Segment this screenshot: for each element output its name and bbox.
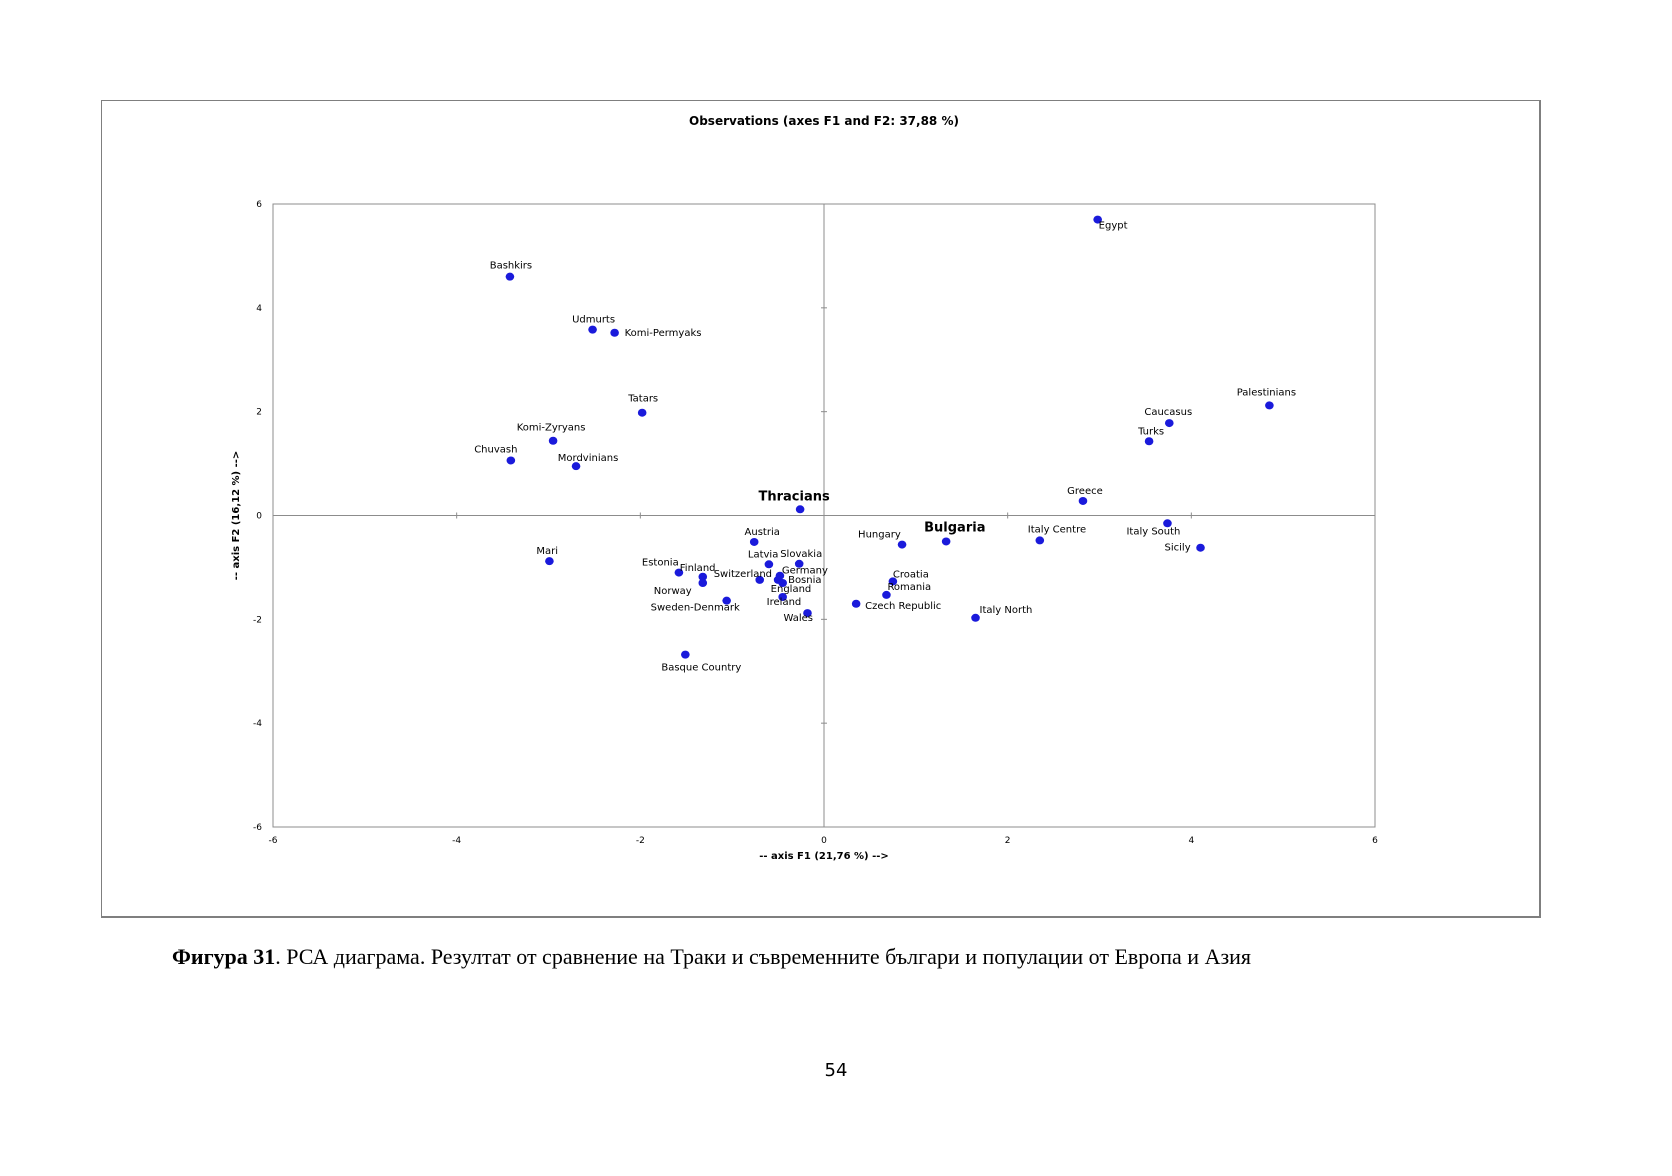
point-label-mordvinians: Mordvinians <box>558 453 619 464</box>
point-label-udmurts: Udmurts <box>572 315 615 326</box>
point-label-czech-republic: Czech Republic <box>865 601 941 612</box>
point-label-basque-country: Basque Country <box>661 663 741 674</box>
point-mari <box>545 557 554 566</box>
y-tick-label: 2 <box>256 408 262 418</box>
point-label-latvia: Latvia <box>748 549 778 560</box>
x-tick-label: 0 <box>821 836 827 846</box>
point-sicily <box>1196 543 1205 552</box>
point-palestinians <box>1265 401 1274 410</box>
pca-scatter-plot: Observations (axes F1 and F2: 37,88 %) -… <box>231 114 1378 862</box>
point-slovakia <box>794 559 804 568</box>
figure-caption-text: . РСА диаграма. Резултат от сравнение на… <box>275 944 1252 969</box>
page-number: 54 <box>824 1060 848 1081</box>
point-label-hungary: Hungary <box>858 530 901 541</box>
figure-caption-label: Фигура 31 <box>172 944 276 969</box>
point-label-wales: Wales <box>783 613 813 624</box>
x-tick-label: 2 <box>1005 836 1011 846</box>
point-bulgaria <box>941 537 951 546</box>
point-label-italy-centre: Italy Centre <box>1028 524 1086 535</box>
x-tick-label: -6 <box>269 836 278 846</box>
point-label-italy-north: Italy North <box>980 605 1033 616</box>
point-label-komi-zyryans: Komi-Zyryans <box>517 423 586 434</box>
point-label-bashkirs: Bashkirs <box>490 261 532 272</box>
point-croatia <box>888 577 898 586</box>
chart-title: Observations (axes F1 and F2: 37,88 %) <box>689 114 959 128</box>
point-label-finland: Finland <box>680 563 716 574</box>
point-label-bulgaria: Bulgaria <box>924 520 985 535</box>
point-label-sicily: Sicily <box>1165 543 1191 554</box>
point-egypt <box>1093 215 1102 224</box>
y-axis-label: -- axis F2 (16,12 %) --> <box>231 451 242 581</box>
point-label-komi-permyaks: Komi-Permyaks <box>625 328 702 339</box>
point-estonia <box>674 568 684 577</box>
point-label-croatia: Croatia <box>893 569 929 580</box>
point-romania <box>882 590 891 599</box>
point-sweden-denmark <box>722 596 731 605</box>
point-label-romania: Romania <box>887 582 931 593</box>
point-label-turks: Turks <box>1137 426 1164 437</box>
chart-frame: Observations (axes F1 and F2: 37,88 %) -… <box>101 100 1541 918</box>
point-greece <box>1078 496 1088 505</box>
point-label-norway: Norway <box>654 586 692 597</box>
point-chuvash <box>506 456 516 465</box>
point-label-thracians: Thracians <box>759 489 830 504</box>
point-italy-centre <box>1035 536 1045 545</box>
point-england <box>778 578 787 587</box>
point-ireland <box>778 593 787 602</box>
point-czech-republic <box>851 599 861 608</box>
point-bashkirs <box>505 272 515 281</box>
point-finland <box>698 572 708 581</box>
point-switzerland <box>755 575 765 584</box>
point-norway <box>698 578 708 587</box>
point-turks <box>1144 437 1154 446</box>
point-label-ireland: Ireland <box>767 597 802 608</box>
y-tick-label: 4 <box>256 304 262 314</box>
point-label-switzerland: Switzerland <box>714 569 772 580</box>
point-label-germany: Germany <box>782 566 828 577</box>
point-caucasus <box>1164 419 1174 428</box>
point-komi-permyaks <box>610 328 619 337</box>
point-label-bosnia: Bosnia <box>788 575 821 586</box>
point-label-palestinians: Palestinians <box>1237 387 1296 398</box>
point-italy-south <box>1163 519 1172 528</box>
y-tick-label: -6 <box>253 823 262 833</box>
point-hungary <box>897 540 907 549</box>
ticks-layer: -6 -4 -2 0 2 4 6 -6 -4 -2 0 2 4 6 <box>253 200 1378 846</box>
y-tick-label: -2 <box>253 615 262 625</box>
point-label-estonia: Estonia <box>642 558 679 569</box>
point-wales <box>803 609 812 618</box>
point-label-england: England <box>771 584 812 595</box>
x-tick-label: 6 <box>1372 836 1378 846</box>
x-axis-label: -- axis F1 (21,76 %) --> <box>759 851 889 862</box>
point-label-caucasus: Caucasus <box>1144 407 1192 418</box>
point-basque-country <box>681 650 690 659</box>
figure-caption: Фигура 31. РСА диаграма. Резултат от сра… <box>172 944 1572 970</box>
point-tatars <box>637 408 647 417</box>
points-layer: Egypt Bashkirs Udmurts Komi-Permyaks Tatars K… <box>474 215 1296 674</box>
point-label-italy-south: Italy South <box>1126 526 1180 537</box>
x-tick-label: -4 <box>452 836 461 846</box>
point-label-greece: Greece <box>1067 486 1103 497</box>
point-label-chuvash: Chuvash <box>474 444 517 455</box>
point-thracians <box>795 505 805 514</box>
point-label-austria: Austria <box>745 527 780 538</box>
point-latvia <box>764 560 774 569</box>
point-mordvinians <box>571 462 581 471</box>
x-tick-label: 4 <box>1188 836 1194 846</box>
point-label-sweden-denmark: Sweden-Denmark <box>651 603 740 614</box>
y-tick-label: -4 <box>253 719 262 729</box>
point-label-slovakia: Slovakia <box>780 549 822 560</box>
point-komi-zyryans <box>548 436 558 445</box>
point-label-mari: Mari <box>536 546 558 557</box>
y-tick-label: 0 <box>256 512 262 522</box>
point-austria <box>749 537 759 546</box>
point-udmurts <box>588 325 597 334</box>
point-italy-north <box>971 613 980 622</box>
point-label-egypt: Egypt <box>1099 221 1128 232</box>
y-tick-label: 6 <box>256 200 262 210</box>
point-label-tatars: Tatars <box>627 394 658 405</box>
x-tick-label: -2 <box>636 836 645 846</box>
